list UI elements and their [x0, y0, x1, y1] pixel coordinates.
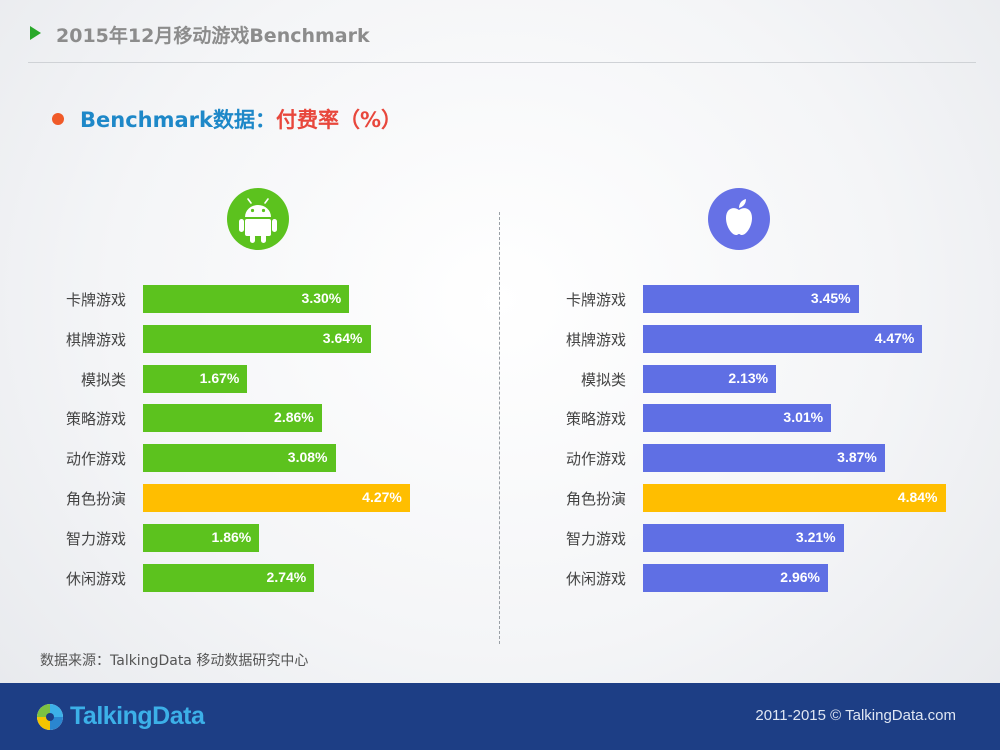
bar-row: 角色扮演 4.84% [500, 484, 1000, 512]
bar-row: 策略游戏 3.01% [500, 404, 1000, 433]
bar: 1.86% [143, 523, 260, 552]
bar: 3.01% [643, 404, 832, 433]
bar: 2.96% [643, 563, 828, 592]
bar: 4.84% [643, 484, 946, 512]
bar-value-label: 3.87% [837, 449, 877, 466]
bar-value-label: 2.74% [266, 568, 307, 585]
bar-row: 休闲游戏 2.96% [500, 563, 1000, 592]
bar-value-label: 3.64% [322, 329, 363, 346]
bar-row: 模拟类 1.67% [0, 364, 500, 393]
footer-bar: TalkingData 2011-2015 © TalkingData.com [0, 683, 1000, 750]
category-label: 模拟类 [580, 370, 626, 389]
bar: 3.45% [643, 285, 859, 313]
subtitle-part1: Benchmark数据： [80, 108, 276, 132]
category-label: 动作游戏 [65, 450, 126, 469]
category-label: 卡牌游戏 [65, 291, 126, 309]
bar: 2.13% [643, 364, 777, 393]
bar-value-label: 2.86% [274, 409, 314, 426]
bar-value-label: 3.21% [795, 528, 836, 545]
logo-text: TalkingData [70, 702, 205, 730]
bar-value-label: 3.30% [301, 290, 342, 306]
bar: 3.87% [643, 444, 885, 473]
category-label: 模拟类 [80, 370, 126, 389]
category-label: 棋牌游戏 [65, 330, 126, 349]
header-divider [28, 62, 976, 63]
category-label: 卡牌游戏 [565, 291, 626, 309]
bar-row: 策略游戏 2.86% [0, 404, 500, 433]
bar-row: 卡牌游戏 3.30% [0, 285, 500, 313]
subtitle-part2: 付费率（%） [275, 108, 403, 132]
bar-row: 模拟类 2.13% [500, 364, 1000, 393]
bar-row: 棋牌游戏 3.64% [0, 324, 500, 353]
center-divider [499, 212, 500, 644]
bar: 3.21% [643, 523, 844, 552]
bar-value-label: 3.08% [287, 449, 328, 466]
copyright-text: 2011-2015 © TalkingData.com [755, 707, 956, 724]
chart-subtitle: Benchmark数据：付费率（%） [52, 104, 402, 134]
bar-row: 角色扮演 4.27% [0, 484, 500, 512]
bar-value-label: 1.67% [199, 369, 240, 386]
data-source-note: 数据来源：TalkingData 移动数据研究中心 [40, 653, 309, 669]
bar-value-label: 4.84% [897, 489, 938, 505]
category-label: 棋牌游戏 [565, 330, 626, 349]
bar: 3.64% [143, 324, 371, 353]
bar: 1.67% [143, 364, 248, 393]
category-label: 休闲游戏 [65, 569, 126, 588]
category-label: 角色扮演 [565, 490, 626, 508]
play-triangle-icon [30, 26, 41, 40]
bar-value-label: 3.01% [783, 409, 824, 426]
bar: 4.47% [643, 324, 923, 353]
category-label: 智力游戏 [565, 529, 626, 548]
category-label: 休闲游戏 [565, 569, 626, 588]
bar-row: 智力游戏 1.86% [0, 523, 500, 552]
bar-row: 卡牌游戏 3.45% [500, 285, 1000, 313]
bar: 3.30% [143, 285, 350, 313]
bar: 2.74% [143, 563, 315, 592]
category-label: 动作游戏 [565, 450, 626, 469]
bar: 4.27% [143, 484, 410, 512]
bar-value-label: 1.86% [211, 528, 252, 545]
bar: 3.08% [143, 444, 336, 473]
category-label: 智力游戏 [65, 529, 126, 548]
bullet-dot-icon [52, 113, 64, 125]
bar-row: 棋牌游戏 4.47% [500, 324, 1000, 353]
bar-value-label: 3.45% [810, 290, 851, 306]
category-label: 角色扮演 [65, 490, 126, 508]
talkingdata-logo-icon [37, 704, 63, 730]
bar-value-label: 2.96% [780, 568, 820, 585]
bar-row: 动作游戏 3.08% [0, 444, 500, 473]
page-title: 2015年12月移动游戏Benchmark [56, 25, 370, 47]
bar-value-label: 4.27% [362, 489, 402, 505]
bar-value-label: 2.13% [728, 369, 769, 386]
apple-icon [708, 188, 770, 250]
bar-row: 智力游戏 3.21% [500, 523, 1000, 552]
bar-row: 休闲游戏 2.74% [0, 563, 500, 592]
bar-value-label: 4.47% [874, 329, 915, 346]
category-label: 策略游戏 [65, 410, 126, 429]
android-icon [227, 188, 289, 250]
bar: 2.86% [143, 404, 322, 433]
header-bar: 2015年12月移动游戏Benchmark [0, 0, 1000, 64]
category-label: 策略游戏 [565, 410, 626, 429]
bar-row: 动作游戏 3.87% [500, 444, 1000, 473]
